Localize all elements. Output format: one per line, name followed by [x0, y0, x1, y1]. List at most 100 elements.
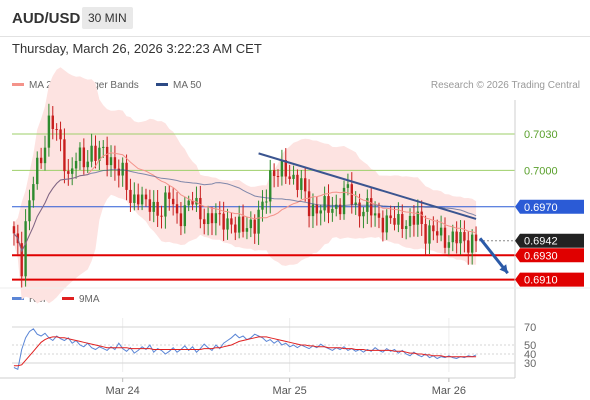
- candle-body: [140, 194, 144, 205]
- candle-body: [105, 146, 109, 166]
- candle-body: [32, 184, 35, 201]
- candle-body: [160, 215, 163, 217]
- candle-body: [404, 226, 408, 229]
- legend-label: MA 50: [173, 80, 202, 91]
- candle-body: [327, 196, 330, 213]
- legend-swatch: [62, 296, 74, 300]
- candle-body: [280, 160, 284, 177]
- candle-body: [474, 234, 478, 241]
- candle-body: [195, 197, 198, 205]
- candle-body: [70, 168, 74, 174]
- candle-body: [288, 176, 291, 179]
- candle-body: [237, 216, 241, 233]
- candle-body: [121, 162, 124, 176]
- candle-body: [401, 214, 404, 229]
- level-label: 0.6970: [524, 202, 558, 214]
- candle-body: [117, 168, 120, 176]
- chart-datetime: Thursday, March 26, 2026 3:22:23 AM CET: [12, 41, 262, 56]
- forecast-arrow-head: [499, 264, 508, 274]
- candle-body: [354, 202, 357, 205]
- candle-body: [389, 215, 392, 219]
- candle-body: [187, 200, 190, 206]
- candle-body: [133, 194, 136, 203]
- candle-body: [109, 157, 113, 166]
- candle-body: [222, 213, 225, 230]
- research-credit: Research © 2026 Trading Central: [430, 80, 580, 91]
- candle-body: [315, 204, 319, 214]
- candle-body: [59, 129, 62, 140]
- candle-body: [113, 157, 117, 169]
- candle-body: [455, 231, 458, 244]
- ma50-line: [13, 169, 477, 253]
- candle-body: [276, 175, 280, 177]
- candle-body: [129, 189, 132, 203]
- candle-body: [467, 240, 470, 253]
- level-label: 0.6942: [524, 236, 558, 248]
- candle-body: [303, 178, 307, 192]
- candle-body: [261, 201, 264, 210]
- candle-body: [373, 213, 377, 216]
- candle-body: [443, 227, 447, 248]
- candle-body: [230, 218, 233, 225]
- candle-body: [206, 213, 210, 225]
- candle-body: [74, 160, 78, 169]
- candle-body: [338, 204, 342, 215]
- candle-body: [63, 139, 66, 172]
- candle-body: [203, 219, 206, 225]
- candle-body: [12, 226, 16, 234]
- level-label: 0.6930: [524, 250, 558, 262]
- bollinger-band: [13, 67, 477, 304]
- candle-body: [428, 225, 431, 244]
- legend-swatch: [12, 82, 24, 86]
- candle-body: [148, 199, 152, 212]
- candle-body: [362, 211, 365, 217]
- legend-swatch: [156, 82, 168, 86]
- candle-body: [199, 197, 202, 220]
- level-label: 0.6910: [524, 275, 558, 287]
- candle-body: [265, 201, 268, 203]
- rsi-tick-label: 50: [524, 340, 536, 352]
- level-tag: [515, 272, 584, 287]
- candle-body: [171, 198, 175, 205]
- timeframe-button[interactable]: 30 MIN: [82, 7, 133, 29]
- legend-ma50: MA 50: [156, 80, 201, 91]
- candle-body: [152, 201, 155, 212]
- candle-body: [385, 215, 388, 233]
- candle-body: [311, 204, 315, 217]
- candle-body: [447, 242, 451, 248]
- level-tag: [515, 233, 584, 248]
- level-label: 0.7000: [524, 165, 558, 177]
- candle-body: [183, 205, 187, 227]
- time-tick-label: Mar 25: [273, 385, 307, 397]
- candle-body: [78, 147, 82, 161]
- candle-body: [436, 231, 439, 236]
- candle-body: [397, 214, 400, 225]
- rsi-tick-label: 30: [524, 358, 536, 370]
- candle-body: [144, 194, 148, 200]
- candle-body: [226, 218, 229, 230]
- candle-body: [335, 204, 338, 209]
- time-tick-label: Mar 24: [106, 385, 140, 397]
- candle-body: [319, 210, 322, 214]
- candle-body: [245, 228, 249, 232]
- candle-body: [269, 170, 272, 202]
- candle-body: [249, 219, 253, 229]
- candle-body: [102, 146, 105, 148]
- candle-body: [420, 211, 423, 225]
- time-tick-label: Mar 26: [432, 385, 466, 397]
- candle-body: [55, 129, 58, 131]
- candle-body: [51, 115, 54, 130]
- legend-9ma: 9MA: [62, 294, 100, 305]
- rsi-series-rsi: [13, 328, 477, 371]
- candle-body: [36, 157, 39, 185]
- level-tag: [515, 199, 584, 214]
- rsi-series-9ma: [13, 336, 477, 367]
- candle-body: [98, 147, 101, 161]
- candle-body: [43, 147, 47, 164]
- candle-body: [175, 204, 179, 214]
- rsi-tick-label: 70: [524, 322, 536, 334]
- candle-body: [28, 200, 31, 222]
- candle-body: [218, 213, 221, 215]
- candle-body: [300, 178, 303, 190]
